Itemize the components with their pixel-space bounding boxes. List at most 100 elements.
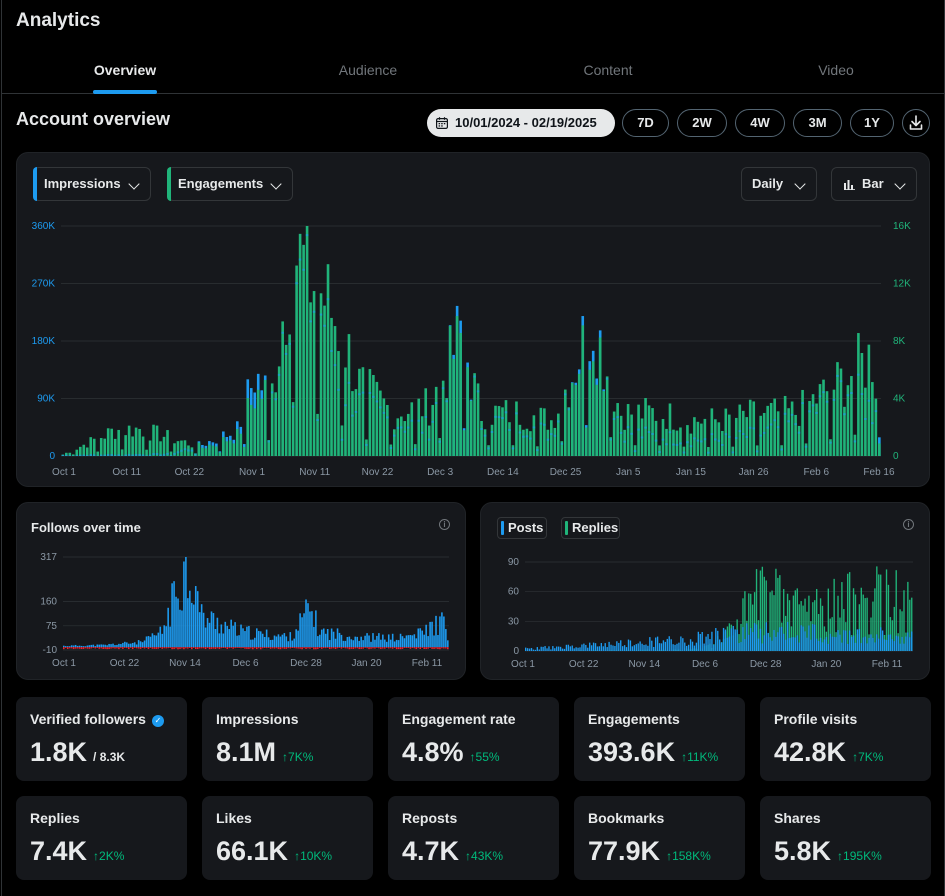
stat-change: ↑10K% (294, 849, 333, 863)
range-4w-button[interactable]: 4W (735, 109, 785, 137)
x-tick-label: Dec 6 (232, 658, 259, 669)
follows-bar (435, 615, 437, 648)
impressions-bar (124, 454, 127, 456)
interval-select[interactable]: Daily (741, 167, 817, 201)
stat-card-profile-visits[interactable]: Profile visits 42.8K ↑7K% (760, 697, 931, 781)
stat-label: Shares (774, 810, 821, 826)
engagements-bar (598, 337, 602, 456)
engagements-bar (372, 375, 375, 456)
engagements-bar (871, 382, 874, 456)
stat-card-impressions[interactable]: Impressions 8.1M ↑7K% (202, 697, 373, 781)
tab-content-label: Content (583, 62, 633, 78)
impressions-bar (539, 422, 543, 425)
impressions-bar (536, 449, 539, 452)
unfollows-bar (433, 647, 435, 649)
impressions-bar (626, 426, 630, 429)
bar-chart-icon (844, 180, 855, 190)
follows-bar (380, 639, 382, 648)
range-2w-button[interactable]: 2W (677, 109, 727, 137)
engagements-bar (305, 226, 309, 456)
engagements-bar (183, 440, 187, 456)
follows-bar (382, 634, 384, 648)
metric-select-impressions[interactable]: Impressions (33, 167, 151, 201)
stat-card-likes[interactable]: Likes 66.1K ↑10K% (202, 796, 373, 880)
metric-select-engagements[interactable]: Engagements (167, 167, 293, 201)
engagements-bar (218, 452, 222, 456)
date-range-label: 10/01/2024 - 02/19/2025 (455, 115, 597, 130)
engagements-bar (605, 376, 609, 456)
posts-bar (751, 632, 754, 651)
replies-bar (748, 593, 750, 651)
unfollows-bar (332, 647, 335, 649)
info-icon[interactable]: i (903, 519, 914, 530)
stat-card-verified-followers[interactable]: Verified followers ✓ 1.8K / 8.3K (16, 697, 187, 781)
stat-card-shares[interactable]: Shares 5.8K ↑195K% (760, 796, 931, 880)
legend-posts[interactable]: Posts (497, 517, 547, 539)
tab-video[interactable]: Video (809, 50, 863, 94)
stat-card-engagement-rate[interactable]: Engagement rate 4.8% ↑55% (388, 697, 559, 781)
replies-bar (903, 590, 905, 651)
posts-bar (736, 629, 738, 651)
follows-bar (228, 629, 231, 648)
replies-bar (759, 570, 762, 651)
range-3m-button[interactable]: 3M (793, 109, 842, 137)
unfollows-bar (240, 647, 242, 649)
posts-bar (757, 638, 760, 651)
engagements-bar (347, 334, 351, 456)
follows-bar (291, 640, 294, 648)
impressions-bar (89, 454, 93, 456)
impressions-bar (330, 349, 333, 352)
replies-bar (880, 574, 882, 651)
stat-card-reposts[interactable]: Reposts 4.7K ↑43K% (388, 796, 559, 880)
engagements-bar (379, 390, 382, 456)
engagements-bar (780, 445, 783, 456)
chart-style-label: Bar (862, 176, 884, 191)
impressions-bar (525, 435, 529, 438)
impressions-bar (78, 454, 82, 456)
impressions-bar (103, 454, 107, 456)
unfollows-bar (281, 647, 284, 649)
unfollows-bar (224, 647, 227, 649)
engagements-bar (260, 398, 264, 456)
unfollows-bar (244, 647, 246, 649)
engagements-bar (389, 444, 393, 456)
follows-bar (220, 624, 223, 648)
download-button[interactable] (902, 109, 930, 137)
engagements-bar (403, 421, 407, 456)
unfollows-bar (346, 647, 349, 649)
legend-replies[interactable]: Replies (561, 517, 620, 539)
follows-bar (90, 644, 93, 648)
engagements-bar (169, 451, 173, 456)
posts-bar (881, 630, 884, 651)
date-range-button[interactable]: 10/01/2024 - 02/19/2025 (427, 109, 615, 137)
tab-content[interactable]: Content (573, 50, 643, 94)
posts-bar (897, 636, 899, 651)
follows-bar (277, 634, 280, 648)
posts-bar (804, 631, 806, 651)
follows-bar (328, 640, 331, 648)
engagements-bar (270, 383, 274, 456)
info-icon[interactable]: i (439, 519, 450, 530)
follows-bar (254, 637, 256, 648)
stat-card-engagements[interactable]: Engagements 393.6K ↑11K% (574, 697, 745, 781)
stat-value: 1.8K (30, 737, 88, 767)
range-1y-button[interactable]: 1Y (850, 109, 894, 137)
posts-bar (639, 641, 641, 651)
engagements-bar (215, 446, 218, 456)
impressions-bar (399, 426, 403, 429)
posts-bar (538, 649, 540, 651)
tab-overview[interactable]: Overview (93, 50, 157, 94)
impressions-bar (277, 373, 281, 376)
range-7d-button[interactable]: 7D (622, 109, 669, 137)
engagements-bar (127, 425, 131, 456)
engagements-bar (204, 448, 208, 456)
impressions-bar (396, 426, 400, 429)
stat-card-bookmarks[interactable]: Bookmarks 77.9K ↑158K% (574, 796, 745, 880)
tab-audience[interactable]: Audience (331, 50, 405, 94)
chart-style-select[interactable]: Bar (831, 167, 917, 201)
stat-card-replies[interactable]: Replies 7.4K ↑2K% (16, 796, 187, 880)
follows-bar (287, 641, 290, 648)
follows-bar (118, 643, 120, 648)
unfollows-bar (230, 647, 232, 649)
unfollows-bar (441, 647, 443, 649)
